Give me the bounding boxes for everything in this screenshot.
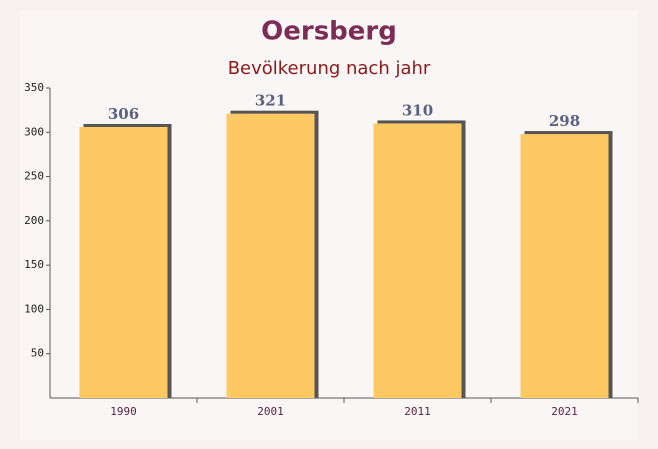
y-tick-label: 200 [24,214,44,227]
value-label: 306 [108,105,139,123]
y-tick-label: 150 [24,258,44,271]
x-tick-label: 1990 [110,405,137,418]
bar [226,113,315,398]
bar [373,123,462,398]
x-tick-label: 2001 [257,405,284,418]
y-tick-label: 100 [24,302,44,315]
y-tick-label: 250 [24,170,44,183]
bar [520,134,609,399]
value-label: 321 [255,92,286,110]
x-tick-label: 2011 [404,405,431,418]
x-tick-label: 2021 [551,405,578,418]
chart-title: Oersberg [261,17,397,47]
y-tick-label: 350 [24,81,44,94]
value-label: 310 [402,101,433,119]
value-label: 298 [549,112,580,130]
y-tick-label: 300 [24,125,44,138]
chart-subtitle: Bevölkerung nach jahr [228,58,431,79]
bar [79,126,168,398]
y-tick-label: 50 [31,347,44,360]
